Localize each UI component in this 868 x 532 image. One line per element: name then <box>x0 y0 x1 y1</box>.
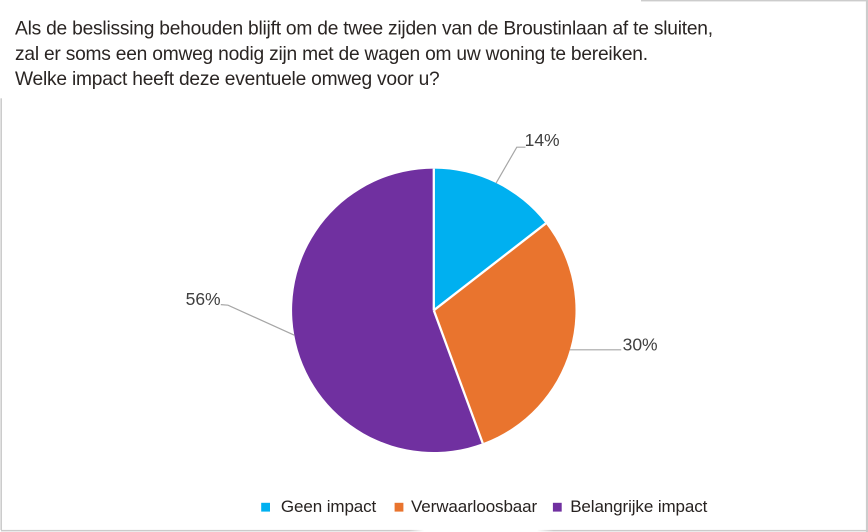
svg-text:14%: 14% <box>525 130 560 150</box>
svg-text:Geen impact: Geen impact <box>281 497 377 516</box>
svg-text:zal er soms een omweg nodig zi: zal er soms een omweg nodig zijn met de … <box>15 44 648 65</box>
svg-text:Welke impact heeft deze eventu: Welke impact heeft deze eventuele omweg … <box>15 69 439 90</box>
svg-text:Als de beslissing behouden bli: Als de beslissing behouden blijft om de … <box>15 19 713 40</box>
svg-text:Verwaarloosbaar: Verwaarloosbaar <box>411 497 538 516</box>
svg-text:Belangrijke impact: Belangrijke impact <box>570 497 707 516</box>
svg-text:30%: 30% <box>623 334 658 354</box>
svg-text:56%: 56% <box>186 289 221 309</box>
